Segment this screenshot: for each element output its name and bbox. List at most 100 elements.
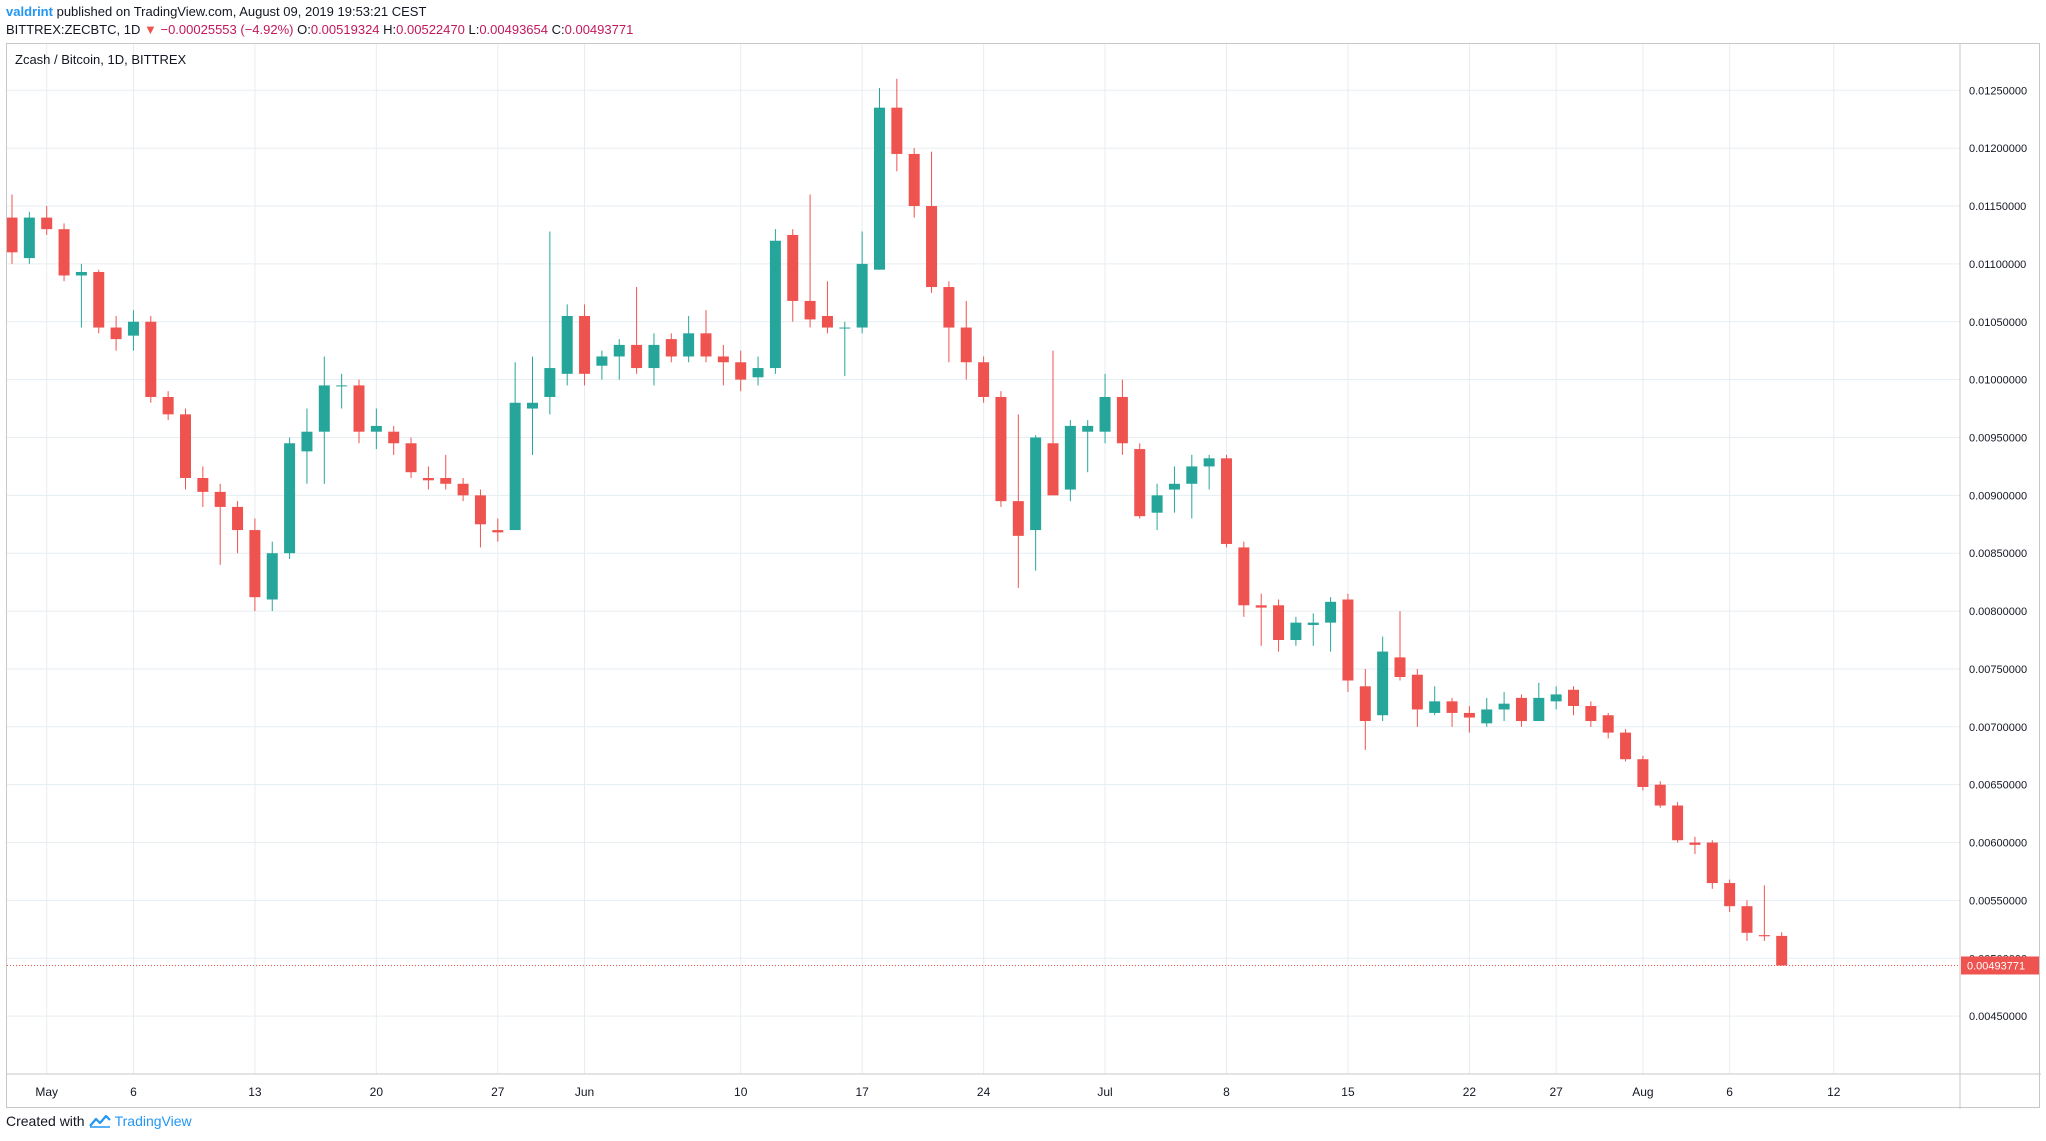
y-tick-label: 0.01200000 bbox=[1969, 143, 2027, 155]
candle-up bbox=[1186, 466, 1198, 484]
close-value: 0.00493771 bbox=[564, 22, 634, 37]
candle-down bbox=[1359, 686, 1371, 722]
candle-down bbox=[41, 217, 53, 230]
change-value: −0.00025553 (−4.92%) bbox=[160, 22, 294, 37]
candle-down bbox=[1394, 657, 1406, 678]
y-tick-label: 0.01000000 bbox=[1969, 375, 2027, 387]
candlestick-chart[interactable]: 0.004500000.005000000.005500000.00600000… bbox=[7, 44, 2041, 1109]
candle-down bbox=[388, 431, 400, 444]
candle-down bbox=[353, 385, 365, 432]
x-tick-label: 22 bbox=[1463, 1085, 1477, 1099]
candle-down bbox=[197, 477, 209, 492]
x-tick-label: 6 bbox=[130, 1085, 137, 1099]
candle-up bbox=[648, 344, 660, 369]
candle-down bbox=[1637, 759, 1649, 787]
candle-up bbox=[23, 217, 35, 259]
candle-down bbox=[960, 327, 972, 363]
candle-down bbox=[717, 356, 729, 363]
candle-down bbox=[700, 333, 712, 357]
candle-down bbox=[93, 271, 105, 328]
footer: Created with TradingView bbox=[6, 1113, 192, 1129]
candle-down bbox=[440, 477, 452, 484]
x-tick-label: 8 bbox=[1223, 1085, 1230, 1099]
candle-up bbox=[1481, 709, 1493, 724]
candle-up bbox=[752, 368, 764, 378]
candle-down bbox=[735, 362, 747, 380]
tradingview-brand-link[interactable]: TradingView bbox=[114, 1113, 192, 1129]
author-name[interactable]: valdrint bbox=[6, 4, 53, 19]
y-tick-label: 0.01250000 bbox=[1969, 85, 2027, 97]
x-tick-label: 24 bbox=[977, 1085, 991, 1099]
candle-down bbox=[978, 362, 990, 397]
candle-up bbox=[874, 107, 885, 270]
y-tick-label: 0.00650000 bbox=[1969, 780, 2027, 792]
candle-down bbox=[1620, 732, 1632, 760]
candle-up bbox=[1325, 601, 1337, 623]
y-tick-label: 0.00600000 bbox=[1969, 838, 2027, 850]
chart-title: Zcash / Bitcoin, 1D, BITTREX bbox=[15, 52, 187, 67]
candle-up bbox=[336, 385, 348, 387]
candle-down bbox=[1602, 715, 1614, 733]
last-price-badge bbox=[1961, 956, 2039, 975]
candle-down bbox=[1463, 712, 1475, 718]
candle-up bbox=[839, 327, 851, 329]
candle-up bbox=[544, 368, 556, 397]
candle-down bbox=[787, 234, 799, 301]
candle-up bbox=[1168, 483, 1180, 490]
y-tick-label: 0.00950000 bbox=[1969, 432, 2027, 444]
candle-down bbox=[1724, 883, 1736, 907]
candle-down bbox=[1689, 842, 1701, 845]
candle-up bbox=[769, 240, 781, 369]
ohlc-info-bar: BITTREX:ZECBTC, 1D ▼ −0.00025553 (−4.92%… bbox=[6, 22, 633, 37]
candle-up bbox=[370, 425, 382, 432]
y-tick-label: 0.01050000 bbox=[1969, 317, 2027, 329]
candle-down bbox=[1654, 784, 1666, 806]
candle-down bbox=[804, 300, 816, 320]
candle-down bbox=[474, 495, 486, 525]
x-tick-label: 6 bbox=[1726, 1085, 1733, 1099]
candle-up bbox=[1550, 694, 1562, 702]
x-tick-label: Aug bbox=[1632, 1085, 1653, 1099]
candle-up bbox=[1377, 651, 1389, 716]
candle-down bbox=[7, 217, 18, 253]
open-label: O: bbox=[297, 22, 311, 37]
candle-up bbox=[1498, 703, 1510, 710]
candle-up bbox=[1064, 425, 1076, 490]
close-label: C: bbox=[551, 22, 565, 37]
candle-down bbox=[579, 315, 591, 374]
candle-up bbox=[127, 321, 139, 336]
candle-down bbox=[891, 107, 903, 154]
high-value: 0.00522470 bbox=[396, 22, 465, 37]
candle-down bbox=[457, 483, 469, 496]
candle-down bbox=[1706, 842, 1718, 884]
candle-up bbox=[284, 443, 296, 554]
y-tick-label: 0.00900000 bbox=[1969, 490, 2027, 502]
candle-down bbox=[908, 153, 920, 207]
candle-up bbox=[683, 333, 695, 357]
y-tick-label: 0.00450000 bbox=[1969, 1011, 2027, 1023]
candle-up bbox=[527, 402, 538, 409]
candle-up bbox=[1151, 495, 1163, 513]
y-tick-label: 0.00750000 bbox=[1969, 664, 2027, 676]
candle-down bbox=[1238, 547, 1250, 606]
candle-down bbox=[1411, 674, 1423, 710]
x-tick-label: 12 bbox=[1827, 1085, 1841, 1099]
x-tick-label: 27 bbox=[491, 1085, 505, 1099]
low-label: L: bbox=[468, 22, 480, 37]
candle-down bbox=[492, 530, 504, 533]
y-tick-label: 0.00550000 bbox=[1969, 895, 2027, 907]
candle-down bbox=[1446, 701, 1458, 713]
candle-up bbox=[75, 271, 87, 276]
y-tick-label: 0.00850000 bbox=[1969, 548, 2027, 560]
candle-down bbox=[1741, 906, 1753, 933]
candle-down bbox=[631, 344, 643, 369]
candle-down bbox=[1255, 605, 1267, 608]
candle-up bbox=[1429, 701, 1441, 713]
x-tick-label: 10 bbox=[734, 1085, 748, 1099]
candle-down bbox=[232, 506, 244, 531]
candle-down bbox=[995, 396, 1007, 502]
chart-frame[interactable]: 0.004500000.005000000.005500000.00600000… bbox=[6, 43, 2041, 1109]
candle-down bbox=[110, 327, 122, 340]
candle-down bbox=[405, 443, 417, 473]
candle-up bbox=[1099, 396, 1111, 432]
